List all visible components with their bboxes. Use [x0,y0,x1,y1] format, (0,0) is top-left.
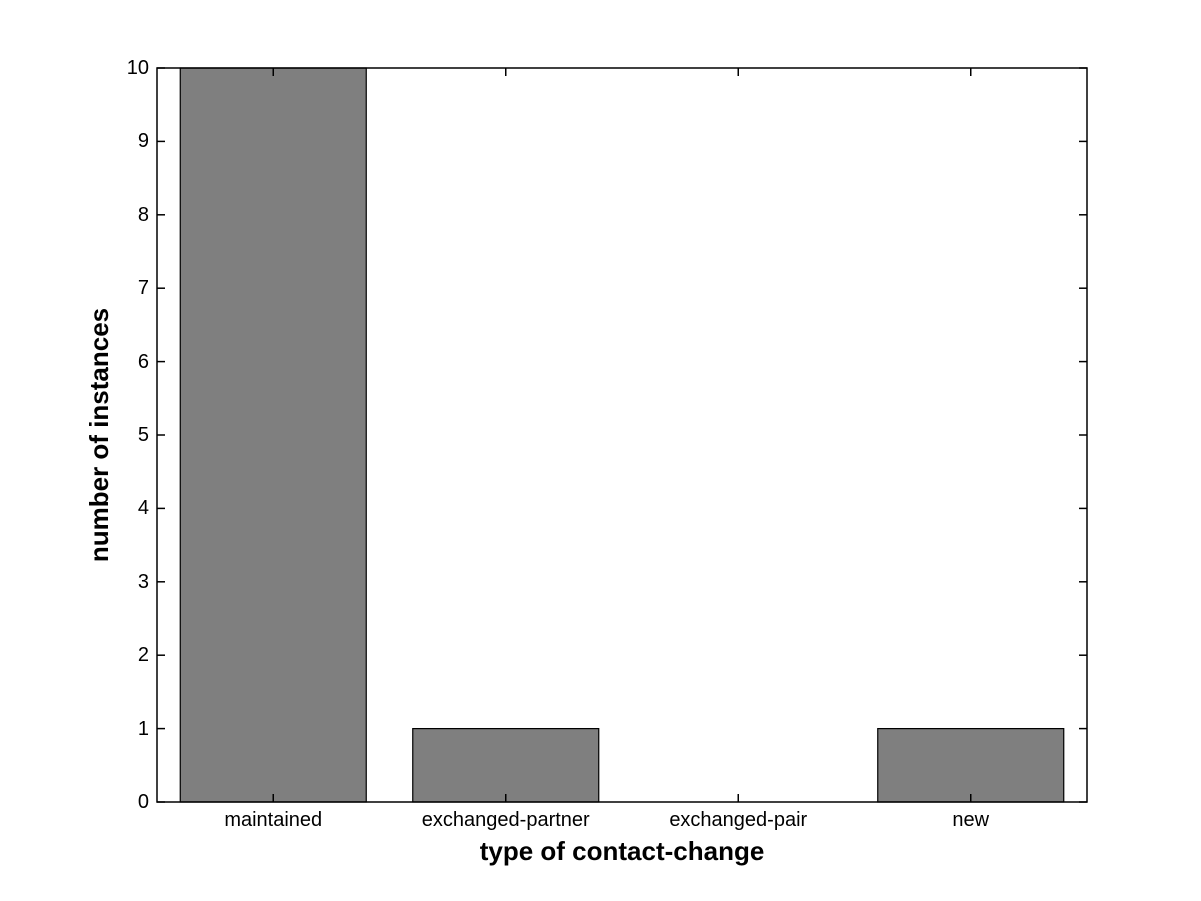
x-tick-label: maintained [224,809,323,831]
y-tick-label: 8 [137,203,149,226]
y-tick-label: 2 [137,644,149,667]
x-tick-label: exchanged-partner [421,809,590,831]
y-tick-label: 4 [137,497,149,520]
x-tick-label: new [952,809,990,831]
y-tick-label: 9 [137,130,149,153]
y-tick-label: 6 [137,350,149,373]
y-tick-label: 0 [137,791,149,813]
bar-exchanged-partner [412,727,600,803]
bar-maintained [179,67,367,803]
y-tick-label: 1 [137,717,149,740]
y-tick-label: 7 [137,277,149,300]
y-tick-label: 5 [137,424,149,446]
y-tick-label: 10 [126,57,149,79]
bar-new [877,727,1065,803]
x-tick-label: exchanged-pair [669,809,808,831]
y-tick-label: 3 [137,570,149,593]
x-axis-label: type of contact-change [479,836,765,866]
